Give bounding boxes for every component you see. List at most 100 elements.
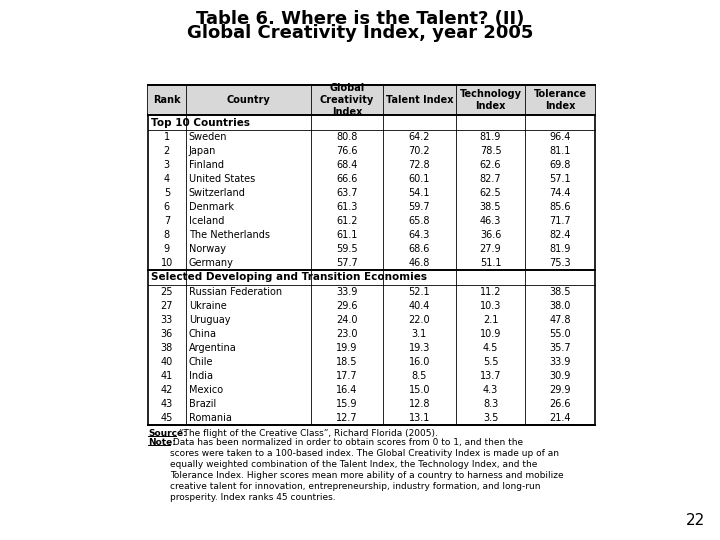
- Text: Russian Federation: Russian Federation: [189, 287, 282, 297]
- Text: 60.1: 60.1: [409, 174, 430, 184]
- Text: 68.4: 68.4: [336, 160, 358, 170]
- Text: 1: 1: [164, 132, 170, 142]
- Text: Mexico: Mexico: [189, 385, 223, 395]
- Text: 10.9: 10.9: [480, 329, 501, 339]
- Bar: [148, 85, 595, 425]
- Text: 81.1: 81.1: [549, 146, 571, 156]
- Text: Uruguay: Uruguay: [189, 315, 230, 325]
- Text: 2: 2: [163, 146, 170, 156]
- Text: Talent Index: Talent Index: [386, 95, 453, 105]
- Text: 40.4: 40.4: [409, 301, 430, 311]
- Text: 12.8: 12.8: [409, 399, 430, 409]
- Text: 29.9: 29.9: [549, 385, 571, 395]
- Text: 5: 5: [163, 188, 170, 198]
- Text: 3.1: 3.1: [412, 329, 427, 339]
- Text: 40: 40: [161, 357, 173, 367]
- Text: 16.4: 16.4: [336, 385, 358, 395]
- Text: 18.5: 18.5: [336, 357, 358, 367]
- Text: 36: 36: [161, 329, 173, 339]
- Text: 8.3: 8.3: [483, 399, 498, 409]
- Text: Chile: Chile: [189, 357, 213, 367]
- Text: 71.7: 71.7: [549, 216, 571, 226]
- Text: 64.2: 64.2: [409, 132, 430, 142]
- Text: 52.1: 52.1: [408, 287, 431, 297]
- Text: 22.0: 22.0: [408, 315, 431, 325]
- Text: Rank: Rank: [153, 95, 181, 105]
- Text: 27.9: 27.9: [480, 244, 501, 254]
- Text: India: India: [189, 371, 212, 381]
- Text: 16.0: 16.0: [409, 357, 430, 367]
- Text: 13.7: 13.7: [480, 371, 501, 381]
- Text: 15.9: 15.9: [336, 399, 358, 409]
- Text: 66.6: 66.6: [336, 174, 358, 184]
- Text: United States: United States: [189, 174, 255, 184]
- Text: 76.6: 76.6: [336, 146, 358, 156]
- Text: 96.4: 96.4: [549, 132, 571, 142]
- Text: 26.6: 26.6: [549, 399, 571, 409]
- Text: Finland: Finland: [189, 160, 224, 170]
- Text: Norway: Norway: [189, 244, 226, 254]
- Text: 61.2: 61.2: [336, 216, 358, 226]
- Text: Ukraine: Ukraine: [189, 301, 227, 311]
- Text: Tolerance
Index: Tolerance Index: [534, 89, 587, 111]
- Text: 36.6: 36.6: [480, 230, 501, 240]
- Text: 70.2: 70.2: [408, 146, 431, 156]
- Text: 2.1: 2.1: [483, 315, 498, 325]
- Text: 57.7: 57.7: [336, 258, 358, 268]
- Text: 8.5: 8.5: [412, 371, 427, 381]
- Text: 3: 3: [164, 160, 170, 170]
- Text: 6: 6: [164, 202, 170, 212]
- Text: 17.7: 17.7: [336, 371, 358, 381]
- Text: 33.9: 33.9: [549, 357, 571, 367]
- Text: 82.7: 82.7: [480, 174, 501, 184]
- Text: Germany: Germany: [189, 258, 233, 268]
- Text: 10: 10: [161, 258, 173, 268]
- Text: Brazil: Brazil: [189, 399, 216, 409]
- Text: Note:: Note:: [148, 438, 176, 447]
- Text: Switzerland: Switzerland: [189, 188, 246, 198]
- Text: 29.6: 29.6: [336, 301, 358, 311]
- Text: Sweden: Sweden: [189, 132, 228, 142]
- Text: Table 6. Where is the Talent? (II): Table 6. Where is the Talent? (II): [196, 10, 524, 28]
- Text: 63.7: 63.7: [336, 188, 358, 198]
- Text: 5.5: 5.5: [482, 357, 498, 367]
- Text: 54.1: 54.1: [409, 188, 430, 198]
- Text: Country: Country: [226, 95, 270, 105]
- Text: 35.7: 35.7: [549, 343, 571, 353]
- Text: Source:: Source:: [148, 429, 186, 438]
- Text: 42: 42: [161, 385, 173, 395]
- Text: 7: 7: [163, 216, 170, 226]
- Text: 78.5: 78.5: [480, 146, 501, 156]
- Text: 61.3: 61.3: [336, 202, 358, 212]
- Text: 85.6: 85.6: [549, 202, 571, 212]
- Text: 81.9: 81.9: [480, 132, 501, 142]
- Text: 65.8: 65.8: [409, 216, 430, 226]
- Text: Selected Developing and Transition Economies: Selected Developing and Transition Econo…: [151, 273, 427, 282]
- Text: 41: 41: [161, 371, 173, 381]
- Text: 33.9: 33.9: [336, 287, 358, 297]
- Text: 59.7: 59.7: [408, 202, 431, 212]
- Text: 10.3: 10.3: [480, 301, 501, 311]
- Text: 57.1: 57.1: [549, 174, 571, 184]
- Text: 81.9: 81.9: [549, 244, 571, 254]
- Text: Japan: Japan: [189, 146, 216, 156]
- Text: Data has been normalized in order to obtain scores from 0 to 1, and then the
sco: Data has been normalized in order to obt…: [170, 438, 564, 503]
- Text: 61.1: 61.1: [336, 230, 358, 240]
- Text: 82.4: 82.4: [549, 230, 571, 240]
- Text: 62.6: 62.6: [480, 160, 501, 170]
- Text: 4.3: 4.3: [483, 385, 498, 395]
- Text: 3.5: 3.5: [483, 413, 498, 423]
- Text: 64.3: 64.3: [409, 230, 430, 240]
- Text: 19.3: 19.3: [409, 343, 430, 353]
- Text: The Netherlands: The Netherlands: [189, 230, 270, 240]
- Text: 68.6: 68.6: [409, 244, 430, 254]
- Text: 38.0: 38.0: [549, 301, 571, 311]
- Text: 47.8: 47.8: [549, 315, 571, 325]
- Text: 80.8: 80.8: [336, 132, 358, 142]
- Text: Technology
Index: Technology Index: [459, 89, 521, 111]
- Text: 27: 27: [161, 301, 173, 311]
- Text: 59.5: 59.5: [336, 244, 358, 254]
- Text: Top 10 Countries: Top 10 Countries: [151, 118, 250, 127]
- Text: 75.3: 75.3: [549, 258, 571, 268]
- Text: Global Creativity Index, year 2005: Global Creativity Index, year 2005: [186, 24, 534, 42]
